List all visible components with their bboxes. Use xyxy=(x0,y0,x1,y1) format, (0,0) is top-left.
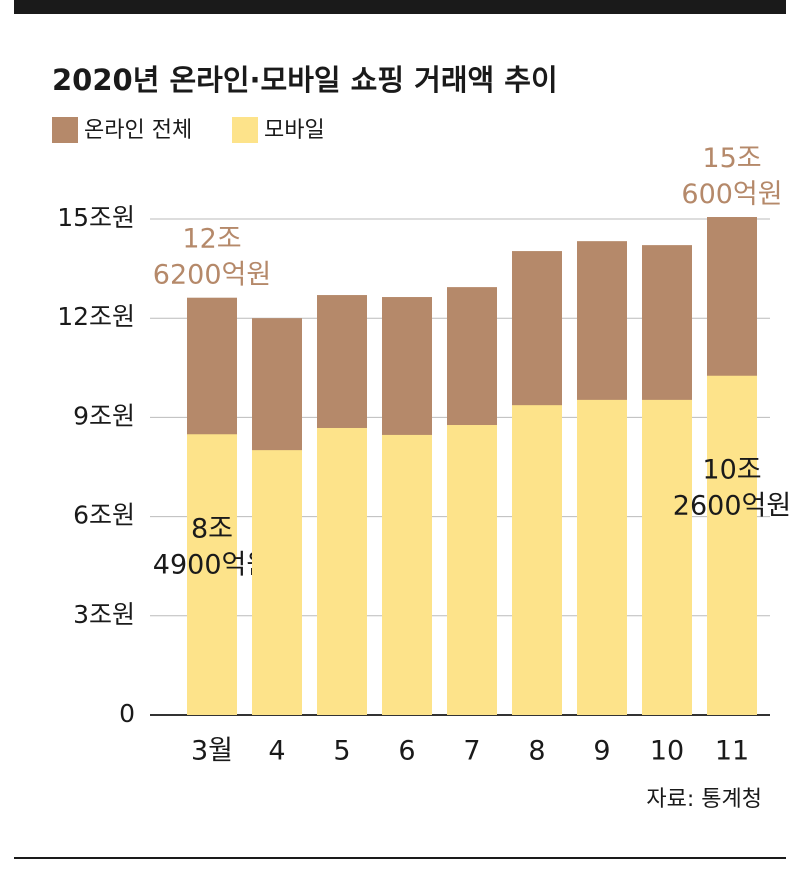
value-label: 15조 600억원 xyxy=(681,143,782,210)
value-label: 8조 4900억원 xyxy=(153,513,271,580)
x-tick-label: 8 xyxy=(528,736,545,767)
x-tick-label: 5 xyxy=(333,736,350,767)
chart-title: 2020년 온라인·모바일 쇼핑 거래액 추이 xyxy=(52,63,558,97)
y-tick-label: 3조원 xyxy=(73,600,135,629)
bar xyxy=(642,399,692,715)
value-label-line: 10조 xyxy=(702,454,761,485)
x-tick-label: 9 xyxy=(593,736,610,767)
value-label-line: 12조 xyxy=(182,223,241,254)
y-tick-label: 9조원 xyxy=(73,401,135,430)
bar xyxy=(317,427,367,715)
value-label-line: 4900억원 xyxy=(153,549,271,580)
source: 자료: 통계청 xyxy=(646,787,762,812)
x-tick-label: 6 xyxy=(398,736,415,767)
bar xyxy=(577,399,627,715)
bar xyxy=(447,425,497,715)
x-tick-label: 10 xyxy=(650,736,684,767)
y-tick-label: 0 xyxy=(119,699,135,728)
value-label-line: 8조 xyxy=(191,513,233,544)
value-label-line: 15조 xyxy=(702,143,761,174)
x-tick-label: 11 xyxy=(715,736,749,767)
bar xyxy=(512,405,562,715)
value-label-line: 2600억원 xyxy=(673,490,791,521)
x-tick-label: 4 xyxy=(268,736,285,767)
top-bar xyxy=(14,0,786,14)
bar xyxy=(252,450,302,715)
bar xyxy=(707,375,757,715)
legend-swatch xyxy=(232,117,258,143)
value-label: 10조 2600억원 xyxy=(673,454,791,521)
legend-label: 모바일 xyxy=(264,118,325,143)
y-tick-label: 12조원 xyxy=(57,302,135,331)
value-label: 12조 6200억원 xyxy=(153,223,271,290)
legend-swatch xyxy=(52,117,78,143)
y-tick-label: 6조원 xyxy=(73,501,135,530)
y-tick-label: 15조원 xyxy=(57,203,135,232)
bar xyxy=(382,434,432,715)
value-label-line: 600억원 xyxy=(681,179,782,210)
value-label-line: 6200억원 xyxy=(153,259,271,290)
legend-label: 온라인 전체 xyxy=(84,118,192,143)
x-tick-label: 3월 xyxy=(191,736,233,767)
bar xyxy=(187,434,237,715)
x-tick-label: 7 xyxy=(463,736,480,767)
